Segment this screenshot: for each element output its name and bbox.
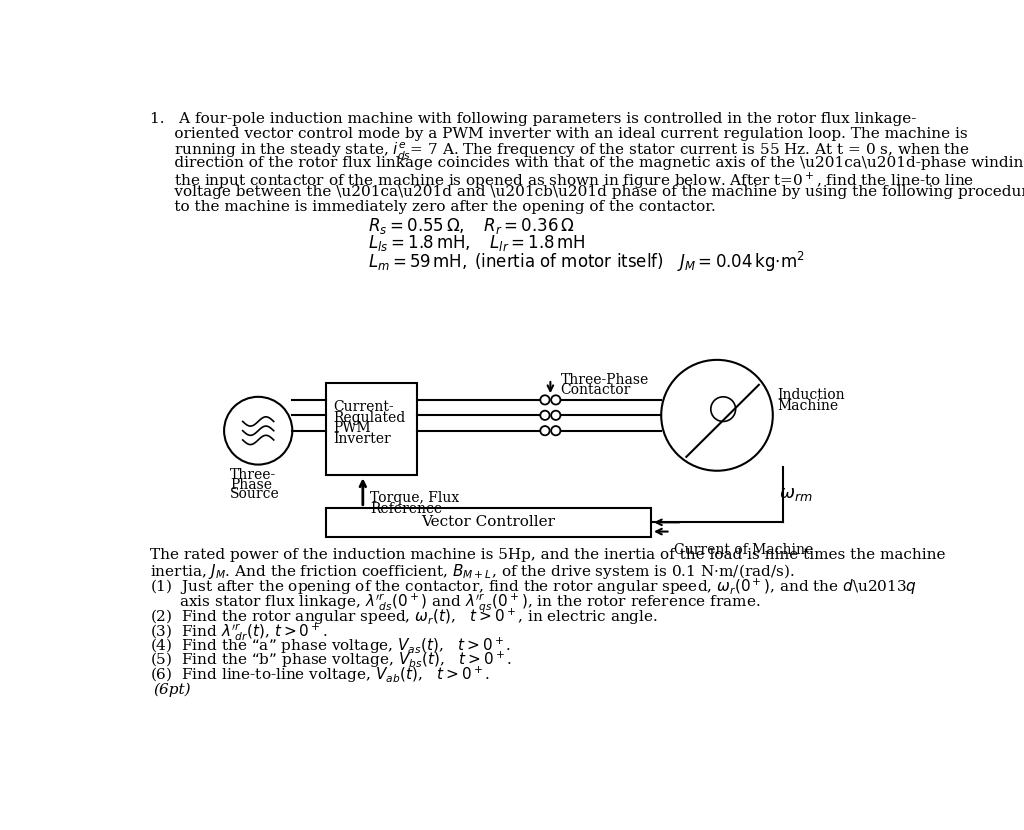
Text: (6)  Find line-to-line voltage, $V_{ab}(t)$,   $t>0^+$.: (6) Find line-to-line voltage, $V_{ab}(t… [150, 665, 489, 685]
Text: direction of the rotor flux linkage coincides with that of the magnetic axis of : direction of the rotor flux linkage coin… [150, 156, 1024, 170]
Text: (3)  Find $\lambda'^r_{dr}(t)$, $t>0^+$.: (3) Find $\lambda'^r_{dr}(t)$, $t>0^+$. [150, 621, 328, 642]
Text: (4)  Find the “a” phase voltage, $V_{as}(t)$,   $t>0^+$.: (4) Find the “a” phase voltage, $V_{as}(… [150, 636, 511, 656]
Text: running in the steady state, $i^e_{ds}$= 7 A. The frequency of the stator curren: running in the steady state, $i^e_{ds}$=… [150, 141, 970, 163]
Text: The rated power of the induction machine is 5Hp, and the inertia of the load is : The rated power of the induction machine… [150, 548, 945, 562]
Text: (1)  Just after the opening of the contactor, find the rotor angular speed, $\om: (1) Just after the opening of the contac… [150, 577, 916, 598]
Text: Torque, Flux: Torque, Flux [370, 491, 459, 505]
Bar [326, 383, 417, 476]
Text: $L_m = 59\,\mathrm{mH},\;\text{(inertia of motor itself)}\quad J_M = 0.04\,\math: $L_m = 59\,\mathrm{mH},\;\text{(inertia … [369, 250, 805, 274]
Text: Machine: Machine [777, 399, 839, 413]
Text: PWM: PWM [334, 422, 371, 436]
Text: (5)  Find the “b” phase voltage, $V_{bs}(t)$,   $t>0^+$.: (5) Find the “b” phase voltage, $V_{bs}(… [150, 650, 512, 671]
Text: (6pt): (6pt) [154, 682, 191, 697]
Text: Induction: Induction [777, 388, 845, 403]
Text: Reference: Reference [370, 501, 442, 515]
Text: Regulated: Regulated [334, 411, 406, 425]
Text: axis stator flux linkage, $\lambda'^r_{ds}(0^+)$ and $\lambda'^r_{qs}(0^+)$, in : axis stator flux linkage, $\lambda'^r_{d… [150, 592, 760, 615]
Text: (2)  Find the rotor angular speed, $\omega_r(t)$,   $t>0^+$, in electric angle.: (2) Find the rotor angular speed, $\omeg… [150, 606, 657, 627]
Text: oriented vector control mode by a PWM inverter with an ideal current regulation : oriented vector control mode by a PWM in… [150, 126, 968, 140]
Bar [326, 508, 651, 537]
Text: $\omega_{rm}$: $\omega_{rm}$ [779, 485, 813, 503]
Text: Current-: Current- [334, 400, 394, 414]
Text: Phase: Phase [230, 478, 272, 491]
Text: the input contactor of the machine is opened as shown in figure below. After t=0: the input contactor of the machine is op… [150, 170, 974, 191]
Text: Three-: Three- [230, 468, 276, 482]
Text: 1.   A four-pole induction machine with following parameters is controlled in th: 1. A four-pole induction machine with fo… [150, 112, 916, 126]
Text: inertia, $J_M$. And the friction coefficient, $B_{M+L}$, of the drive system is : inertia, $J_M$. And the friction coeffic… [150, 563, 795, 581]
Text: $L_{ls} = 1.8\,\mathrm{mH},\quad L_{lr} = 1.8\,\mathrm{mH}$: $L_{ls} = 1.8\,\mathrm{mH},\quad L_{lr} … [369, 232, 586, 253]
Text: $R_s = 0.55\,\Omega,\quad R_r = 0.36\,\Omega$: $R_s = 0.55\,\Omega,\quad R_r = 0.36\,\O… [369, 216, 575, 236]
Text: Three-Phase: Three-Phase [560, 373, 648, 387]
Text: Source: Source [230, 487, 280, 501]
Text: Vector Controller: Vector Controller [421, 515, 555, 530]
Text: voltage between the \u201ca\u201d and \u201cb\u201d phase of the machine by usin: voltage between the \u201ca\u201d and \u… [150, 185, 1024, 199]
Text: Current of Machine: Current of Machine [675, 543, 814, 557]
Text: Inverter: Inverter [334, 432, 391, 447]
Text: Contactor: Contactor [560, 383, 631, 397]
Text: to the machine is immediately zero after the opening of the contactor.: to the machine is immediately zero after… [150, 200, 716, 213]
